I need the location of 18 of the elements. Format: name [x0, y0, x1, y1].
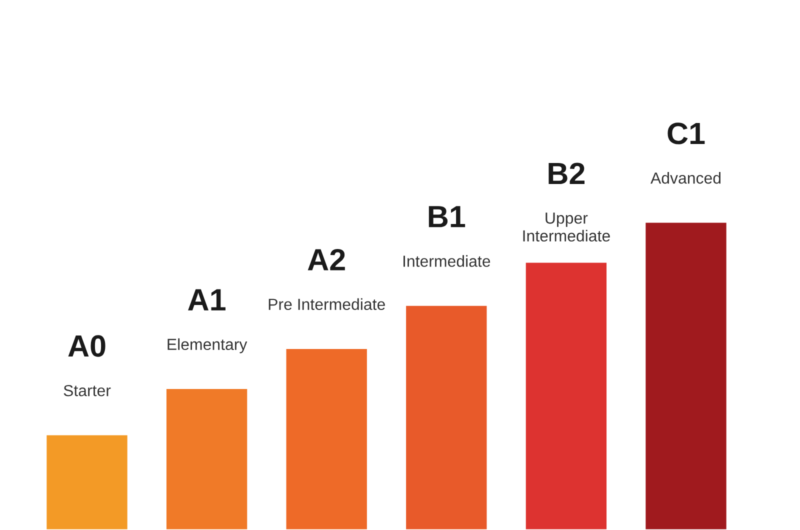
x-tick-label: A1 — [188, 289, 226, 310]
x-tick-label: B2 — [548, 162, 585, 184]
bar — [524, 261, 608, 530]
x-tick-label: B1 — [428, 206, 466, 228]
x-tick-label: A0 — [68, 335, 106, 357]
annotation: Upper Intermediate — [523, 212, 610, 242]
annotation: Elementary — [168, 338, 248, 354]
annotation: Pre Intermediate — [268, 298, 385, 310]
bar — [284, 348, 368, 530]
annotation: Starter — [64, 384, 111, 396]
bar — [165, 388, 249, 530]
x-tick-label: A2 — [308, 248, 345, 270]
text: Advanced — [650, 172, 720, 184]
bar — [45, 434, 129, 530]
annotation: Intermediate — [403, 255, 490, 267]
x-tick-label: C1 — [668, 122, 705, 144]
bar — [644, 221, 728, 530]
bar — [404, 304, 488, 530]
